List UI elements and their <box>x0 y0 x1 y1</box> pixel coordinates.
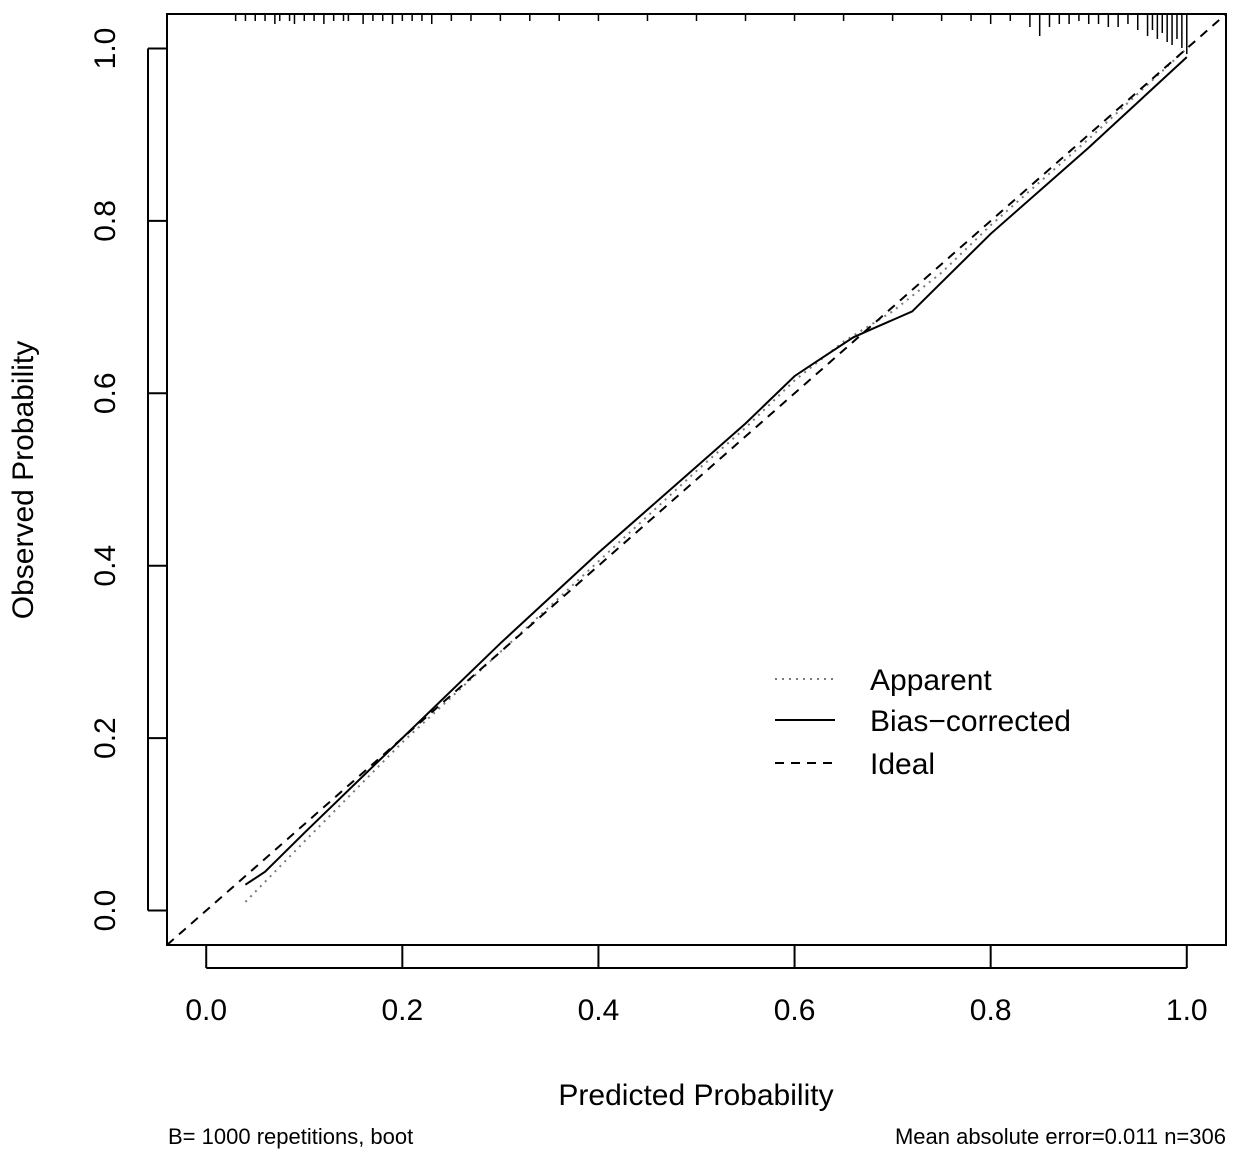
x-tick-label: 0.0 <box>185 994 227 1027</box>
legend-label-bias-corrected: Bias−corrected <box>870 705 1071 738</box>
x-tick-label: 0.8 <box>970 994 1012 1027</box>
y-tick-label: 0.6 <box>89 372 122 414</box>
x-tick-label: 0.4 <box>578 994 620 1027</box>
footer-left-note: B= 1000 repetitions, boot <box>168 1124 414 1149</box>
x-tick-label: 1.0 <box>1166 994 1208 1027</box>
y-tick-label: 0.2 <box>89 717 122 759</box>
x-axis-title: Predicted Probability <box>558 1079 833 1112</box>
y-tick-label: 0.0 <box>89 890 122 932</box>
y-tick-label: 0.8 <box>89 200 122 242</box>
rug-layer <box>234 14 1188 54</box>
footer-right-note: Mean absolute error=0.011 n=306 <box>894 1124 1226 1149</box>
y-tick-label: 1.0 <box>89 28 122 70</box>
x-axis: 0.0 0.2 0.4 0.6 0.8 1.0 <box>185 946 1208 1027</box>
y-axis-title: Observed Probability <box>7 341 40 619</box>
legend-label-apparent: Apparent <box>870 664 992 697</box>
legend: Apparent Bias−corrected Ideal <box>775 664 1071 781</box>
series-line-ideal <box>166 13 1227 946</box>
x-tick-label: 0.6 <box>774 994 816 1027</box>
y-tick-label: 0.4 <box>89 545 122 587</box>
series-line-apparent <box>244 47 1188 903</box>
series-layer <box>166 13 1227 946</box>
series-line-bias-corrected <box>244 56 1188 886</box>
y-axis: 0.0 0.2 0.4 0.6 0.8 1.0 <box>89 28 168 932</box>
x-tick-label: 0.2 <box>381 994 423 1027</box>
legend-label-ideal: Ideal <box>870 748 935 781</box>
